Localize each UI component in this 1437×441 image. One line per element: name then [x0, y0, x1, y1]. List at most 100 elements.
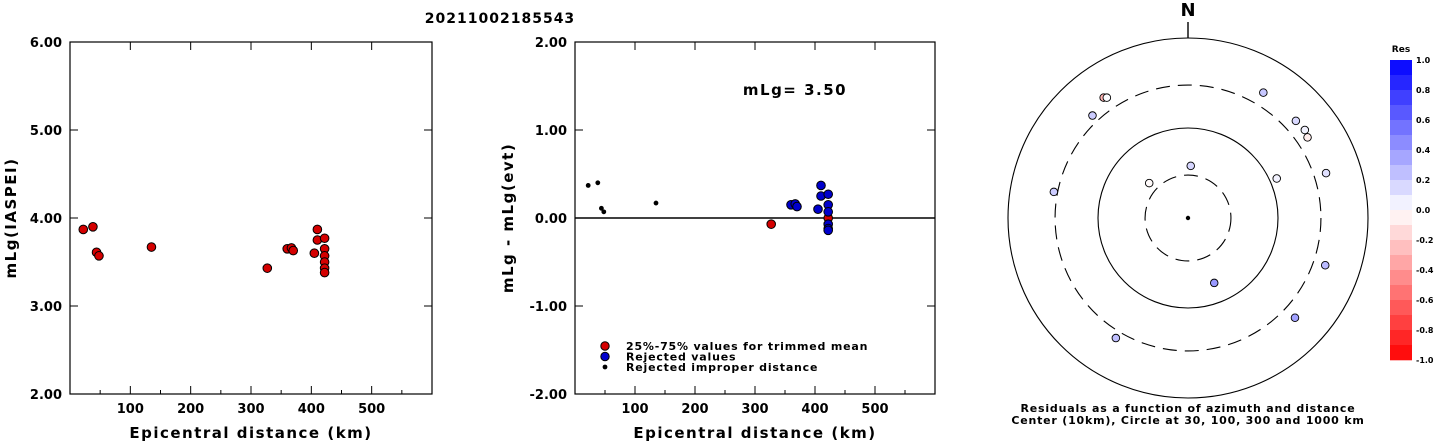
- colorbar-cell: [1390, 240, 1412, 256]
- magnitude-x-tick-label: 300: [237, 402, 264, 417]
- colorbar-tick-label: 1.0: [1416, 56, 1431, 65]
- polar-caption-line1: Residuals as a function of azimuth and d…: [1020, 402, 1355, 415]
- station-marker: [1049, 187, 1059, 197]
- colorbar-cell: [1390, 135, 1412, 151]
- colorbar-cell: [1390, 75, 1412, 91]
- colorbar-tick-label: -0.4: [1416, 266, 1434, 275]
- magnitude-panel: 100 200 300 400 500 2.00 3.00 4.00 5.00 6.00 Epic…: [2, 36, 433, 441]
- magnitude-y-tick-label: 3.00: [30, 300, 62, 315]
- improper-distance-point: [653, 200, 659, 206]
- colorbar-cell: [1390, 90, 1412, 106]
- polar-caption-line2: Center (10km), Circle at 30, 100, 300 an…: [1011, 414, 1364, 427]
- rejected-point: [816, 180, 826, 191]
- colorbar-cell: [1390, 195, 1412, 211]
- colorbar-cell: [1390, 105, 1412, 121]
- magnitude-x-tick-label: 500: [358, 402, 385, 417]
- legend-label: Rejected values: [626, 351, 736, 364]
- mlg-annotation: mLg= 3.50: [743, 81, 847, 99]
- magnitude-x-axis-label: Epicentral distance (km): [129, 424, 372, 441]
- residual-y-tick-label: -1.00: [530, 300, 567, 315]
- colorbar-tick-label: 0.6: [1416, 116, 1431, 125]
- colorbar-cell: [1390, 270, 1412, 286]
- rejected-point: [823, 189, 834, 200]
- station-marker: [1290, 313, 1300, 323]
- residual-x-tick-label: 300: [741, 402, 768, 417]
- improper-distance-point: [601, 209, 607, 215]
- colorbar-tick-label: -0.8: [1416, 326, 1434, 335]
- colorbar-tick-label: -0.6: [1416, 296, 1434, 305]
- colorbar-cell: [1390, 330, 1412, 346]
- station-marker: [1300, 125, 1310, 135]
- station-marker: [1303, 133, 1312, 142]
- colorbar-cell: [1390, 225, 1412, 241]
- magnitude-point: [319, 233, 330, 244]
- polar-center-dot: [1185, 215, 1191, 221]
- magnitude-y-axis-label: mLg(IASPEI): [2, 158, 20, 279]
- residual-x-tick-label: 400: [801, 402, 828, 417]
- magnitude-point: [309, 248, 320, 258]
- trimmed-mean-point: [766, 219, 777, 229]
- magnitude-point: [94, 251, 104, 261]
- station-marker: [1259, 88, 1268, 97]
- station-marker: [1320, 261, 1330, 270]
- north-label: N: [1180, 0, 1195, 21]
- colorbar-cell: [1390, 315, 1412, 331]
- rejected-point: [823, 225, 834, 236]
- improper-distance-point: [599, 205, 604, 211]
- rejected-point: [823, 207, 834, 217]
- residual-x-tick-label: 500: [861, 402, 888, 417]
- colorbar-tick-label: 0.4: [1416, 146, 1431, 155]
- station-marker: [1102, 93, 1112, 102]
- residual-panel: 100 200 300 400 500 -2.00 -1.00 0.00 1.00 2.00 mL…: [499, 36, 936, 441]
- magnitude-point: [146, 242, 157, 252]
- colorbar-tick-label: -0.2: [1416, 236, 1434, 245]
- residual-x-tick-label: 200: [681, 402, 708, 417]
- station-marker: [1088, 111, 1097, 120]
- colorbar-cell: [1390, 210, 1412, 226]
- rejected-point: [813, 204, 823, 214]
- residual-colorbar: Res 1.0 0.8 0.6 0.4 0.2 0.0 -0.2 -0.4 -0.6 -0.8 -1…: [1390, 45, 1434, 365]
- colorbar-cell: [1390, 165, 1412, 181]
- legend-label: 25%-75% values for trimmed mean: [626, 340, 868, 353]
- legend-label: Rejected improper distance: [626, 361, 818, 374]
- residual-y-tick-label: 2.00: [535, 36, 567, 51]
- residual-legend: 25%-75% values for trimmed meanRejected …: [600, 340, 868, 374]
- residual-y-tick-label: 0.00: [535, 212, 567, 227]
- colorbar-tick-label: 0.2: [1416, 176, 1430, 185]
- residual-x-tick-label: 100: [621, 402, 648, 417]
- rejected-point: [792, 201, 802, 212]
- polar-ring-100km: [1097, 127, 1279, 309]
- residual-x-axis-label: Epicentral distance (km): [633, 424, 876, 441]
- magnitude-y-tick-label: 5.00: [30, 124, 62, 139]
- magnitude-x-tick-label: 100: [117, 402, 144, 417]
- colorbar-tick-label: 0.0: [1416, 206, 1431, 215]
- polar-ring-300km: [1054, 84, 1322, 352]
- residual-y-axis-label: mLg - mLg(evt): [499, 143, 517, 293]
- improper-distance-point: [595, 180, 601, 186]
- residual-y-tick-label: 1.00: [535, 124, 567, 139]
- station-marker: [1144, 178, 1154, 188]
- colorbar-title: Res: [1392, 45, 1410, 55]
- colorbar-cell: [1390, 345, 1412, 361]
- magnitude-point: [288, 245, 299, 256]
- legend-marker: [600, 341, 610, 351]
- colorbar-tick-label: 0.8: [1416, 86, 1431, 95]
- figure-title: 20211002185543: [425, 11, 575, 27]
- colorbar-cell: [1390, 300, 1412, 316]
- colorbar-cell: [1390, 60, 1412, 76]
- magnitude-point: [78, 224, 89, 235]
- colorbar-cell: [1390, 255, 1412, 271]
- magnitude-x-tick-label: 400: [298, 402, 325, 417]
- polar-ring-30km: [1144, 174, 1232, 262]
- magnitude-point: [312, 224, 323, 235]
- magnitude-y-tick-label: 2.00: [30, 388, 62, 403]
- improper-distance-point: [585, 183, 591, 188]
- magnitude-point: [262, 263, 273, 273]
- colorbar-cell: [1390, 120, 1412, 136]
- magnitude-point: [88, 222, 98, 232]
- station-marker: [1321, 168, 1331, 178]
- station-marker: [1209, 278, 1219, 288]
- magnitude-plot-frame: [69, 41, 433, 395]
- colorbar-cell: [1390, 180, 1412, 196]
- magnitude-y-tick-label: 4.00: [30, 212, 62, 227]
